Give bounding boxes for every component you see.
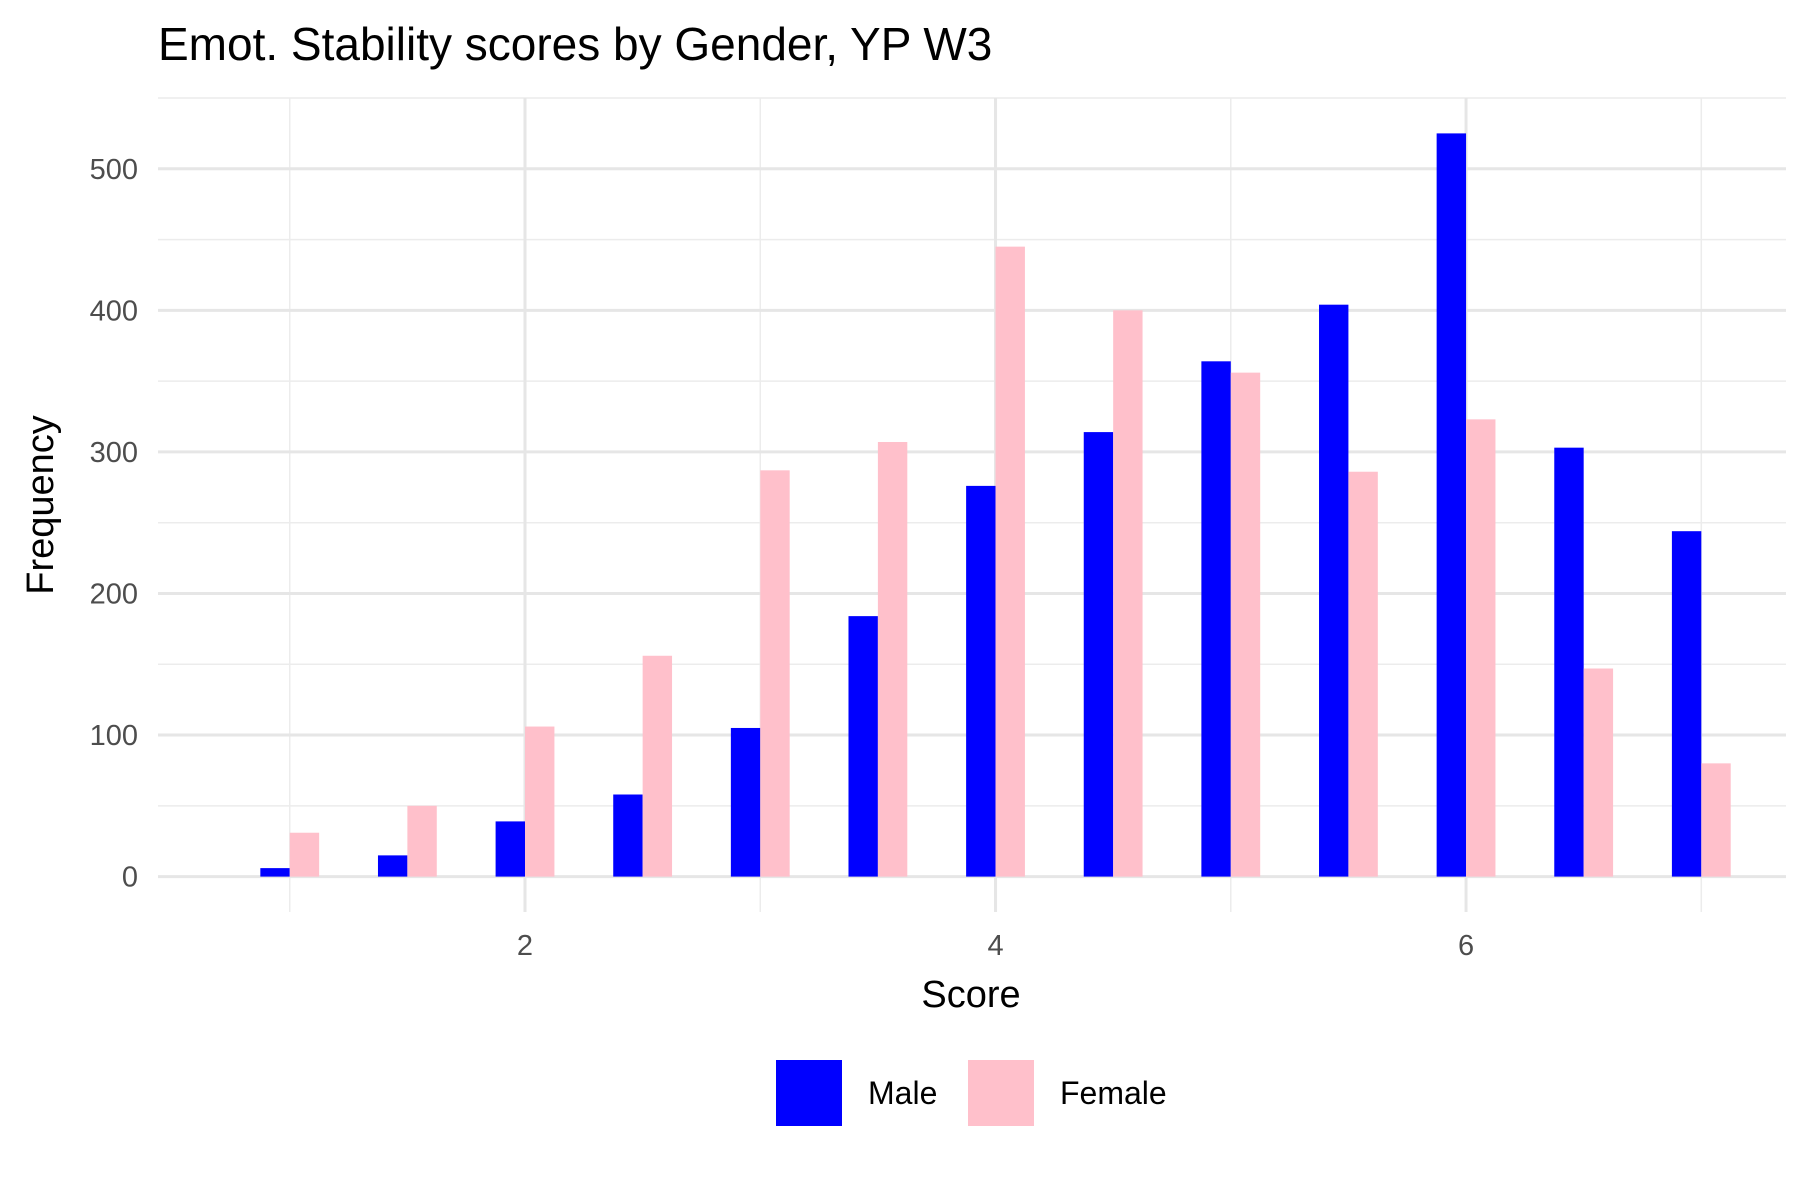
y-axis-ticks: 0 100 200 300 400 500 (90, 154, 138, 894)
bar-male-7 (1671, 531, 1702, 877)
legend-label-female: Female (1060, 1075, 1167, 1111)
chart-title: Emot. Stability scores by Gender, YP W3 (158, 18, 992, 70)
legend-item-female: Female (968, 1060, 1167, 1126)
y-tick-label: 200 (90, 578, 138, 610)
bar-female-3.5 (877, 442, 908, 877)
bar-female-5 (1230, 372, 1261, 877)
bar-male-6.5 (1554, 447, 1584, 877)
bar-female-2 (525, 726, 555, 877)
x-tick-label: 6 (1458, 930, 1474, 962)
bar-male-2.5 (613, 794, 643, 877)
bar-male-3 (730, 727, 761, 877)
bar-male-1.5 (377, 855, 408, 877)
bar-male-3.5 (848, 616, 878, 877)
x-tick-label: 4 (987, 930, 1003, 962)
y-tick-label: 0 (122, 862, 138, 894)
bar-male-4.5 (1083, 432, 1114, 877)
legend-key-female (968, 1060, 1034, 1126)
legend-label-male: Male (868, 1075, 937, 1111)
bar-female-6.5 (1583, 668, 1614, 877)
bar-female-1.5 (407, 805, 437, 877)
bar-female-4 (995, 246, 1025, 877)
y-axis-title: Frequency (20, 415, 62, 595)
legend-key-male (776, 1060, 842, 1126)
bar-female-3 (760, 470, 790, 877)
bar-female-6 (1466, 419, 1496, 877)
bar-male-4 (966, 485, 996, 877)
bar-female-5.5 (1348, 471, 1378, 877)
legend: Male Female (776, 1060, 1167, 1126)
x-tick-label: 2 (517, 930, 533, 962)
y-tick-label: 100 (90, 720, 138, 752)
x-axis-ticks: 2 4 6 (517, 930, 1474, 962)
bars (260, 133, 1731, 877)
bar-male-2 (495, 821, 526, 877)
bar-male-5.5 (1319, 304, 1349, 877)
bar-female-7 (1701, 763, 1731, 877)
bar-female-1 (289, 832, 320, 877)
bar-female-2.5 (642, 655, 673, 877)
x-axis-title: Score (921, 974, 1020, 1016)
bar-male-5 (1201, 361, 1231, 877)
bar-male-6 (1436, 133, 1467, 877)
y-tick-label: 500 (90, 154, 138, 186)
y-tick-label: 400 (90, 295, 138, 327)
bar-female-4.5 (1113, 310, 1143, 877)
bar-male-1 (260, 868, 290, 877)
legend-item-male: Male (776, 1060, 937, 1126)
y-tick-label: 300 (90, 437, 138, 469)
